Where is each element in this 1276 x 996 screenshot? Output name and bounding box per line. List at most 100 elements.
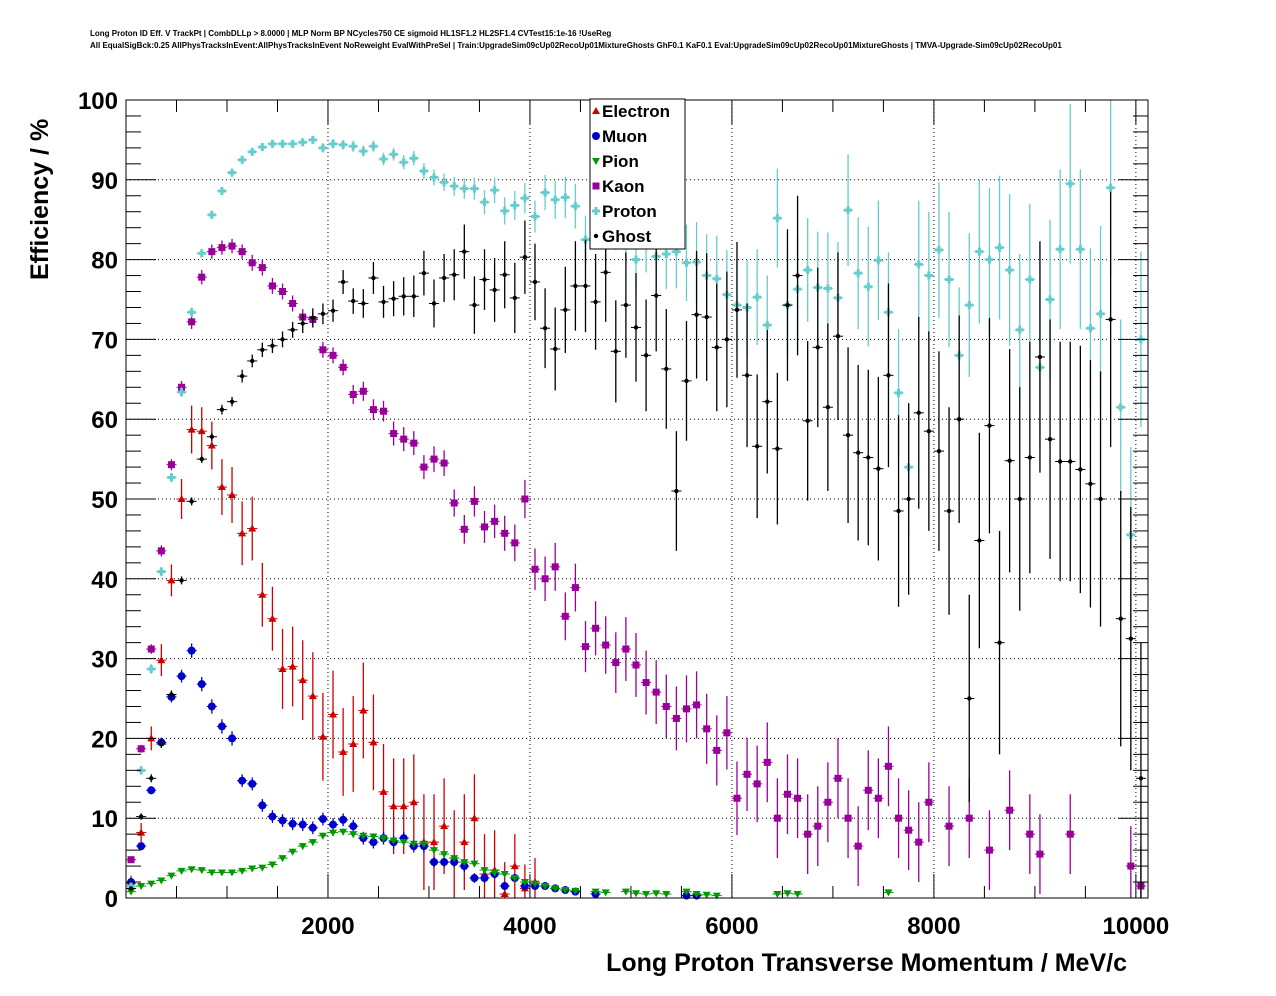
marker — [430, 173, 439, 182]
data-point — [267, 861, 278, 869]
marker — [521, 495, 529, 503]
data-point — [206, 869, 217, 877]
data-point — [398, 277, 409, 316]
marker — [300, 321, 305, 326]
marker — [1076, 245, 1085, 254]
marker — [1128, 636, 1134, 641]
data-point — [944, 211, 955, 348]
data-point — [439, 856, 450, 868]
data-point — [439, 173, 450, 191]
marker — [561, 612, 569, 620]
data-point — [1024, 203, 1035, 356]
marker — [320, 311, 326, 317]
marker — [946, 508, 952, 514]
marker — [361, 301, 366, 306]
data-point — [893, 778, 904, 859]
data-point — [1004, 194, 1015, 346]
data-point — [459, 224, 470, 279]
data-point — [186, 643, 197, 658]
marker — [371, 275, 376, 281]
marker — [147, 645, 155, 653]
marker — [642, 679, 650, 687]
y-tick-label: 90 — [91, 168, 118, 195]
marker — [1007, 458, 1012, 463]
data-point — [883, 726, 894, 807]
data-point — [206, 699, 217, 714]
data-point — [1055, 341, 1066, 582]
marker — [207, 869, 216, 877]
marker — [147, 880, 156, 888]
marker — [794, 794, 802, 802]
marker — [470, 874, 479, 883]
data-point — [671, 686, 682, 751]
marker — [278, 139, 287, 148]
data-point — [247, 147, 258, 156]
data-point — [620, 252, 631, 358]
marker — [207, 441, 216, 449]
data-point — [358, 662, 369, 759]
legend-item-ghost: Ghost — [593, 227, 651, 246]
data-point — [247, 254, 258, 271]
data-point — [307, 838, 318, 847]
marker — [975, 247, 984, 256]
marker — [864, 282, 873, 291]
data-point — [176, 387, 187, 397]
marker — [541, 575, 549, 583]
marker — [520, 194, 529, 203]
marker — [430, 858, 439, 867]
data-point — [428, 446, 440, 472]
x-tick-label: 8000 — [907, 913, 960, 940]
marker — [329, 829, 338, 837]
data-point — [1065, 341, 1076, 582]
data-point — [742, 737, 753, 812]
marker — [985, 846, 993, 854]
marker — [997, 640, 1002, 645]
data-point — [560, 176, 571, 219]
data-point — [287, 295, 298, 312]
marker — [460, 184, 469, 193]
marker — [329, 710, 338, 718]
data-point — [843, 347, 854, 523]
marker — [359, 832, 368, 840]
marker — [793, 891, 802, 899]
marker — [866, 455, 871, 460]
marker — [149, 776, 154, 781]
marker — [268, 861, 277, 869]
data-point — [499, 197, 510, 225]
data-point — [297, 313, 308, 334]
data-point — [509, 524, 520, 562]
data-point — [822, 323, 833, 492]
data-point — [368, 140, 379, 152]
marker — [278, 664, 287, 672]
data-point — [126, 856, 137, 864]
data-point — [630, 890, 642, 898]
marker — [1036, 850, 1044, 858]
legend-marker — [592, 132, 600, 140]
marker — [288, 662, 297, 670]
marker — [298, 820, 307, 829]
marker — [319, 346, 327, 354]
data-point — [782, 754, 793, 835]
data-point — [317, 341, 328, 358]
data-point — [853, 806, 864, 887]
data-point — [267, 810, 278, 823]
marker — [713, 746, 721, 754]
marker — [399, 839, 408, 847]
marker — [278, 816, 287, 825]
data-point — [186, 497, 197, 506]
data-point — [701, 253, 712, 381]
data-point — [408, 840, 419, 848]
marker — [137, 842, 146, 851]
data-point — [1004, 348, 1015, 573]
marker — [500, 890, 509, 898]
data-point — [428, 794, 440, 891]
marker — [157, 547, 165, 555]
data-point — [772, 168, 783, 268]
data-point — [469, 860, 480, 868]
marker — [511, 539, 519, 547]
data-point — [176, 576, 187, 585]
marker — [369, 142, 378, 151]
data-point — [327, 139, 339, 149]
data-point — [368, 833, 379, 841]
data-point — [176, 669, 187, 683]
